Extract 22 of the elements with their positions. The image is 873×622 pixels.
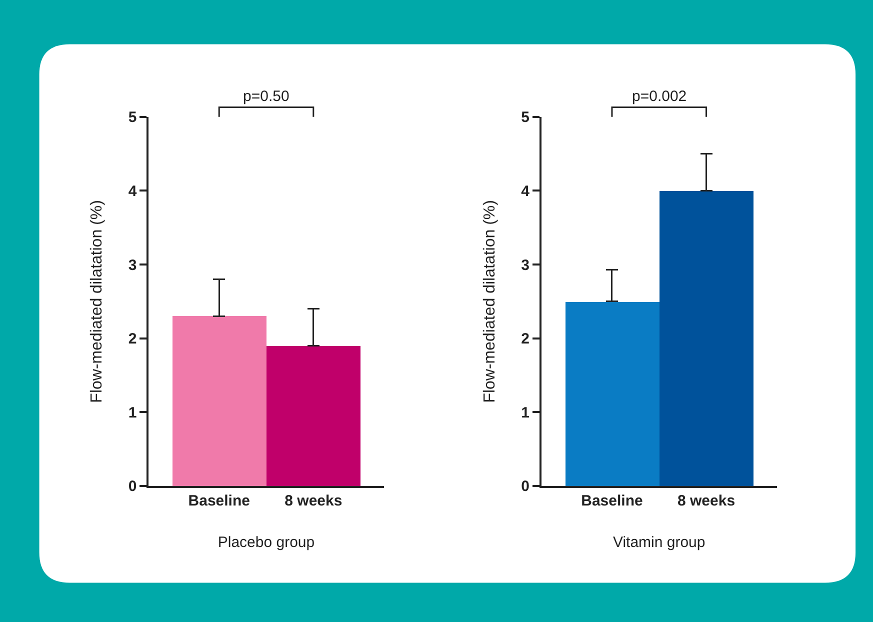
y-tick-label: 3 bbox=[128, 256, 137, 274]
x-axis-title: Vitamin group bbox=[612, 534, 706, 552]
y-axis-title: Flow-mediated dilatation (%) bbox=[88, 200, 106, 403]
y-tick-label: 0 bbox=[521, 478, 530, 496]
text: p=0.50 bbox=[243, 88, 290, 105]
y-tick-label: 1 bbox=[128, 404, 137, 422]
y-axis-title: Flow-mediated dilatation (%) bbox=[482, 200, 499, 403]
x-tick-label: 8 weeks bbox=[284, 492, 342, 510]
y-tick-label: 5 bbox=[521, 109, 530, 126]
y-tick-label: 4 bbox=[521, 182, 530, 200]
y-tick-label: 5 bbox=[128, 109, 137, 126]
y-tick-label: 2 bbox=[128, 330, 137, 348]
y-tick-label: 4 bbox=[128, 182, 138, 200]
y-tick-label: 3 bbox=[521, 256, 530, 274]
y-tick-label: 0 bbox=[128, 478, 137, 496]
y-tick-label: 1 bbox=[521, 404, 530, 422]
y-tick-label: 2 bbox=[521, 330, 530, 348]
x-tick-label: Baseline bbox=[188, 492, 250, 510]
text: p=0.002 bbox=[632, 88, 687, 105]
x-tick-label: 8 weeks bbox=[677, 492, 736, 510]
x-tick-label: Baseline bbox=[581, 492, 643, 510]
x-axis-title: Placebo group bbox=[218, 534, 315, 552]
